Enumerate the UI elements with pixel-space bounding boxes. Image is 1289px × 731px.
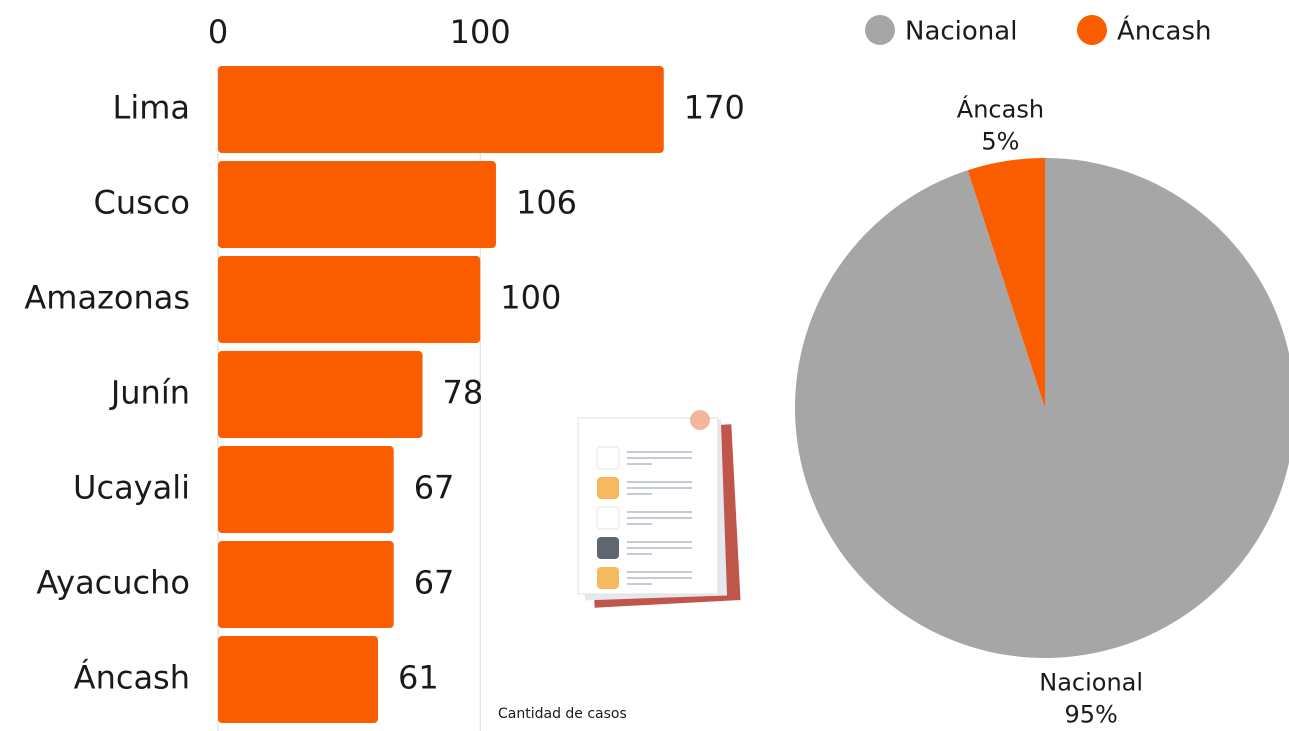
slice-value-label: 5% bbox=[981, 128, 1019, 156]
clipboard-illustration bbox=[577, 410, 741, 608]
value-label: 61 bbox=[398, 659, 439, 697]
bar bbox=[218, 541, 394, 628]
x-tick-label: 0 bbox=[208, 13, 228, 51]
legend-swatch bbox=[1077, 15, 1107, 45]
value-label: 106 bbox=[516, 184, 577, 222]
lines bbox=[627, 451, 692, 585]
slice-name: Áncash bbox=[957, 95, 1044, 124]
bar-chart: 0 100 Lima 170 Cusco 106 Amazonas 100 Junín 78 Uca… bbox=[24, 13, 745, 731]
y-tick-label: Amazonas bbox=[24, 279, 190, 317]
y-tick-label: Ucayali bbox=[73, 469, 190, 507]
legend-swatch bbox=[865, 15, 895, 45]
bar bbox=[218, 446, 394, 533]
pie-slice bbox=[795, 158, 1289, 658]
checkbox bbox=[597, 567, 619, 589]
x-axis-label: Cantidad de casos bbox=[498, 706, 627, 722]
legend-label: Áncash bbox=[1117, 15, 1212, 47]
pie-slice bbox=[967, 158, 1045, 408]
checkbox bbox=[597, 537, 619, 559]
value-label: 78 bbox=[443, 374, 484, 412]
y-tick-label: Cusco bbox=[94, 184, 190, 222]
bar bbox=[218, 351, 423, 438]
y-tick-label: Ayacucho bbox=[36, 564, 190, 602]
checkbox bbox=[597, 477, 619, 499]
value-label: 170 bbox=[684, 89, 745, 127]
slice-value-label: 95% bbox=[1064, 700, 1117, 728]
checkbox bbox=[596, 446, 620, 470]
slice-name: Nacional bbox=[1039, 668, 1143, 696]
y-tick-label: Áncash bbox=[74, 659, 190, 697]
pie-chart: Nacional 95% Áncash 5% Nacional Áncash bbox=[795, 15, 1289, 728]
x-tick-label: 100 bbox=[450, 13, 511, 51]
bar bbox=[218, 66, 664, 153]
checkbox bbox=[596, 506, 620, 530]
legend-label: Nacional bbox=[905, 17, 1017, 47]
y-tick-label: Lima bbox=[113, 89, 191, 127]
bar bbox=[218, 161, 496, 248]
value-label: 67 bbox=[414, 469, 455, 507]
bar bbox=[218, 636, 378, 723]
value-label: 67 bbox=[414, 564, 455, 602]
clip bbox=[690, 410, 710, 430]
y-tick-label: Junín bbox=[109, 374, 190, 412]
value-label: 100 bbox=[500, 279, 561, 317]
bar bbox=[218, 256, 481, 343]
